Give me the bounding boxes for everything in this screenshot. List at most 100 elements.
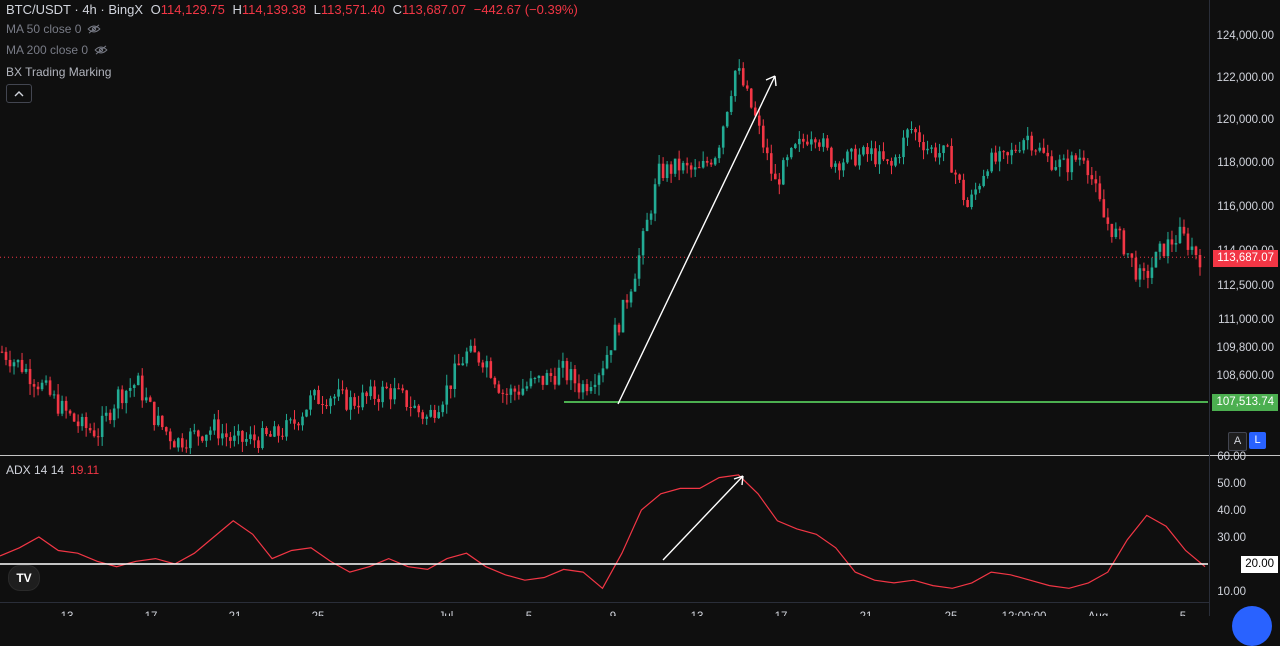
- candle-body: [822, 138, 825, 147]
- candle-body: [777, 179, 781, 185]
- candle-body: [1062, 158, 1066, 160]
- candle-body: [297, 423, 300, 426]
- candle-body: [689, 165, 693, 170]
- candle-body: [1026, 135, 1030, 141]
- candle-body: [253, 434, 256, 441]
- last-price-tag: 113,687.07: [1213, 250, 1278, 267]
- candle-body: [677, 158, 681, 171]
- candle-body: [545, 373, 549, 385]
- candle-body: [329, 398, 332, 407]
- symbol-title[interactable]: BTC/USDT · 4h · BingX: [6, 2, 144, 17]
- adx-axis-label: 10.00: [1217, 586, 1246, 598]
- candle-body: [4, 351, 8, 360]
- adx-value: 19.11: [70, 463, 100, 477]
- candle-body: [966, 200, 969, 208]
- candle-body: [473, 345, 477, 353]
- price-axis-label: 118,000.00: [1217, 157, 1274, 169]
- candle-body: [1182, 226, 1186, 234]
- candle-body: [838, 163, 841, 171]
- candle-body: [493, 377, 497, 385]
- candle-body: [425, 416, 429, 419]
- candle-body: [144, 397, 148, 401]
- candle-body: [32, 384, 36, 387]
- collapse-indicators-button[interactable]: [6, 84, 32, 103]
- candle-body: [221, 433, 224, 439]
- candle-body: [116, 389, 120, 409]
- time-axis-label: 17: [145, 611, 158, 616]
- candle-body: [938, 153, 941, 158]
- tradingview-logo[interactable]: TV: [8, 565, 40, 591]
- candle-body: [393, 388, 396, 400]
- candle-body: [729, 96, 733, 112]
- candle-body: [24, 368, 28, 372]
- chart-area[interactable]: 124,000.00 122,000.00 120,000.00 118,000.00…: [0, 0, 1280, 616]
- candle-body: [1058, 159, 1062, 168]
- indicator-ma200[interactable]: MA 200 close 0: [6, 43, 108, 57]
- candle-body: [233, 435, 236, 441]
- adx-legend[interactable]: ADX 14 14 19.11: [6, 463, 99, 477]
- candle-body: [1162, 243, 1166, 257]
- candle-body: [28, 368, 32, 385]
- candle-body: [301, 416, 304, 426]
- action-button[interactable]: [1232, 606, 1272, 646]
- candle-body: [645, 219, 649, 232]
- candle-body: [870, 148, 873, 155]
- candle-body: [641, 231, 645, 256]
- open-value: 114,129.75: [160, 2, 225, 17]
- candle-body: [84, 416, 88, 428]
- eye-off-icon[interactable]: [87, 24, 101, 34]
- candle-body: [998, 151, 1001, 162]
- indicator-ma50[interactable]: MA 50 close 0: [6, 22, 101, 36]
- log-scale-button[interactable]: L: [1249, 432, 1266, 449]
- candle-body: [1054, 167, 1058, 170]
- chart-canvas[interactable]: 124,000.00 122,000.00 120,000.00 118,000.00…: [0, 0, 1280, 616]
- candle-body: [60, 400, 64, 414]
- candle-body: [1078, 157, 1082, 160]
- candle-body: [397, 388, 400, 390]
- candle-body: [725, 111, 729, 127]
- candle-body: [401, 388, 404, 391]
- candle-body: [124, 390, 128, 404]
- candle-body: [465, 351, 469, 364]
- candle-body: [589, 387, 593, 392]
- candle-body: [537, 375, 541, 379]
- candle-body: [325, 405, 328, 407]
- adx-level-tag: 20.00: [1241, 556, 1278, 573]
- candle-body: [313, 390, 316, 396]
- eye-off-icon[interactable]: [94, 45, 108, 55]
- time-axis-label: 9: [610, 611, 616, 616]
- candle-body: [906, 129, 909, 138]
- candle-body: [156, 415, 160, 426]
- candle-body: [1122, 230, 1126, 255]
- candle-body: [621, 299, 625, 333]
- candle-body: [958, 174, 961, 180]
- candle-body: [269, 434, 272, 437]
- candle-body: [661, 163, 665, 179]
- candle-body: [217, 419, 220, 439]
- candle-body: [918, 132, 921, 143]
- high-label: H: [232, 2, 242, 17]
- candle-body: [1038, 147, 1042, 151]
- auto-scale-button[interactable]: A: [1228, 432, 1247, 451]
- candle-body: [753, 107, 757, 116]
- time-axis-label: 17: [775, 611, 788, 616]
- candle-body: [613, 324, 617, 351]
- open-label: O: [150, 2, 161, 17]
- candle-body: [629, 291, 633, 303]
- candle-body: [673, 158, 677, 174]
- candle-body: [926, 148, 929, 151]
- indicator-bx-trading[interactable]: BX Trading Marking: [6, 65, 111, 79]
- candle-body: [802, 138, 805, 142]
- candle-body: [281, 435, 284, 437]
- candle-body: [653, 184, 657, 214]
- candle-body: [48, 380, 52, 395]
- candle-body: [205, 434, 208, 441]
- candle-body: [874, 148, 877, 165]
- candle-body: [834, 163, 837, 167]
- candle-body: [850, 148, 853, 152]
- low-label: L: [313, 2, 321, 17]
- candle-body: [1002, 151, 1005, 153]
- candle-body: [745, 85, 749, 89]
- candle-body: [389, 388, 392, 400]
- candle-body: [1170, 239, 1174, 245]
